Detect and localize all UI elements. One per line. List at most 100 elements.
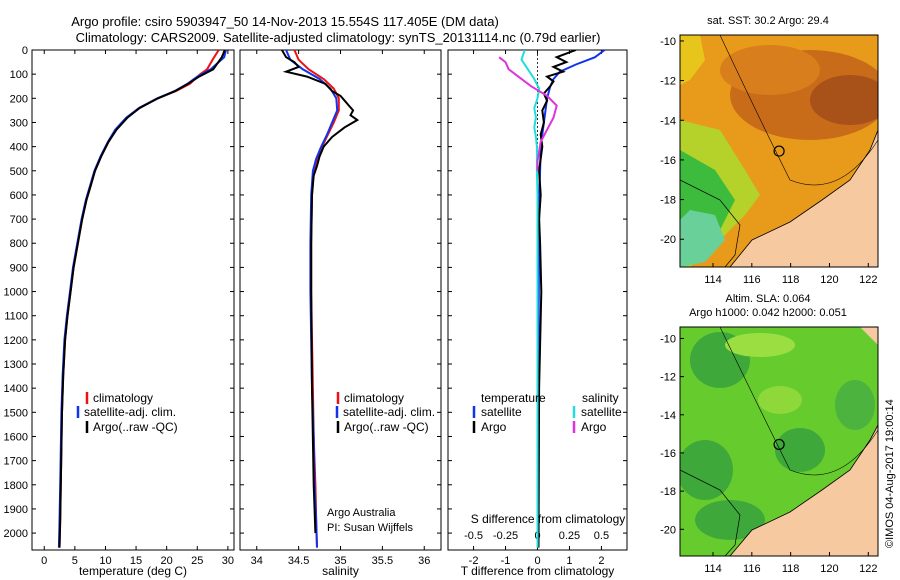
series-line-s-satellite: [520, 50, 541, 548]
y-tick-label: 2000: [4, 528, 28, 540]
legend-label-argo: Argo(..raw -QC): [93, 420, 178, 434]
credit-text: Argo Australia: [327, 507, 396, 519]
sla-land-north: [860, 327, 878, 345]
sla-low-3: [775, 428, 825, 472]
x-tick-label: 25: [191, 555, 203, 567]
legend-label-climatology: climatology: [93, 391, 153, 405]
sst-cold-water-2: [680, 210, 725, 267]
x-tick-label: 0: [534, 555, 540, 567]
map-x-tick-label: 118: [782, 274, 800, 286]
s-difference-label: S difference from climatology: [471, 512, 626, 526]
sla-coastline: [729, 424, 878, 556]
x-tick-label: 0: [41, 555, 47, 567]
legend-label-climatology: climatology: [344, 391, 404, 405]
x-axis-label: T difference from climatology: [461, 564, 615, 578]
temperature-panel: 0100200300400500600700800900100011001200…: [4, 45, 235, 578]
series-line-satellite-adj-clim-: [57, 50, 227, 548]
x-tick-label: -2: [469, 555, 479, 567]
series-group: [498, 50, 606, 548]
x-tick-label: 2: [598, 555, 604, 567]
y-tick-label: 500: [10, 166, 28, 178]
s-tick-label: 0.5: [594, 530, 609, 542]
y-tick-label: 1900: [4, 504, 28, 516]
y-tick-label: 200: [10, 93, 28, 105]
sst-warm-core-2: [810, 75, 878, 125]
temperature-legend: climatology satellite-adj. clim. Argo(..…: [76, 391, 178, 434]
sla-map: Altim. SLA: 0.064 Argo h1000: 0.042 h200…: [660, 293, 879, 575]
map-x-tick-label: 120: [820, 274, 838, 286]
y-tick-label: 1600: [4, 431, 28, 443]
map-x-tick-label: 122: [859, 274, 877, 286]
series-group: [281, 50, 360, 548]
series-line-t-satellite: [537, 50, 606, 548]
sst-coastline: [729, 129, 878, 267]
difference-panel: -2 -1 0 1 2T difference from climatology -0.5…: [447, 49, 628, 578]
header-line2: Climatology: CARS2009. Satellite-adjuste…: [76, 30, 601, 45]
sla-low-5: [835, 380, 875, 430]
y-tick-label: 1700: [4, 456, 28, 468]
sst-contour-1000: [680, 179, 741, 267]
legend-label-t-argo: Argo: [481, 420, 507, 434]
sla-low-4: [695, 500, 765, 540]
x-tick-label: 5: [72, 555, 78, 567]
salinity-panel: 34 34.5 35 35.5 36 salinity: [239, 49, 442, 578]
x-tick-label: 34.5: [288, 555, 309, 567]
x-tick-label: 35.5: [372, 555, 393, 567]
legend-label-s-satellite: satellite: [581, 405, 622, 419]
legend-label-satellite: satellite-adj. clim.: [84, 405, 176, 419]
map-y-tick-label: -10: [660, 36, 676, 48]
y-tick-label: 1000: [4, 287, 28, 299]
sst-warm-patch: [720, 45, 820, 95]
difference-legend: temperature satellite Argo salinity sate…: [471, 391, 626, 526]
legend-label-argo: Argo(..raw -QC): [344, 420, 429, 434]
map-x-tick-label: 116: [743, 274, 761, 286]
x-tick-label: 36: [418, 555, 430, 567]
y-tick-label: 1800: [4, 480, 28, 492]
sla-contour-200: [719, 327, 878, 476]
pi-text: PI: Susan Wijffels: [327, 522, 413, 534]
s-tick-label: -0.25: [493, 530, 518, 542]
series-group: [57, 50, 227, 548]
y-tick-label: 1300: [4, 359, 28, 371]
sst-argo-marker: [773, 145, 785, 157]
series-line-climatology: [58, 50, 220, 548]
plot-frame: [239, 49, 442, 551]
map-y-tick-label: -14: [660, 115, 676, 127]
y-tick-label: 900: [10, 262, 28, 274]
sla-map-frame: [679, 326, 879, 557]
x-tick-label: 34: [251, 555, 263, 567]
y-tick-label: 100: [10, 69, 28, 81]
series-line-t-argo: [537, 50, 577, 548]
series-line-s-argo: [498, 56, 558, 171]
sla-map-subtitle: Argo h1000: 0.042 h2000: 0.051: [689, 307, 847, 319]
map-y-tick-label: -14: [660, 410, 676, 422]
map-x-tick-label: 122: [859, 563, 877, 575]
y-tick-label: 300: [10, 117, 28, 129]
sla-high-2: [725, 333, 795, 357]
map-x-tick-label: 114: [704, 274, 722, 286]
sst-map-title: sat. SST: 30.2 Argo: 29.4: [707, 15, 829, 27]
map-x-tick-label: 118: [782, 563, 800, 575]
sst-contour-200: [719, 35, 878, 186]
s-tick-label: -0.5: [464, 530, 483, 542]
map-y-tick-label: -12: [660, 76, 676, 88]
y-tick-label: 1400: [4, 383, 28, 395]
map-y-tick-label: -16: [660, 448, 676, 460]
map-x-tick-label: 116: [743, 563, 761, 575]
y-tick-label: 1500: [4, 407, 28, 419]
sla-map-title: Altim. SLA: 0.064: [726, 293, 811, 305]
map-y-tick-label: -10: [660, 333, 676, 345]
legend-label-s-argo: Argo: [581, 420, 607, 434]
legend-title-temperature: temperature: [481, 391, 546, 405]
x-tick-label: 1: [566, 555, 572, 567]
x-tick-label: -1: [501, 555, 511, 567]
imos-stamp: ©IMOS 04-Aug-2017 19:00:14: [884, 399, 896, 548]
x-tick-label: 15: [130, 555, 142, 567]
x-tick-label: 20: [161, 555, 173, 567]
sla-high-1: [758, 386, 802, 414]
legend-label-t-satellite: satellite: [481, 405, 522, 419]
map-y-tick-label: -18: [660, 486, 676, 498]
map-y-tick-label: -20: [660, 234, 676, 246]
sst-map: sat. SST: 30.2 Argo: 29.4 114 116 118 120 12…: [660, 15, 879, 286]
